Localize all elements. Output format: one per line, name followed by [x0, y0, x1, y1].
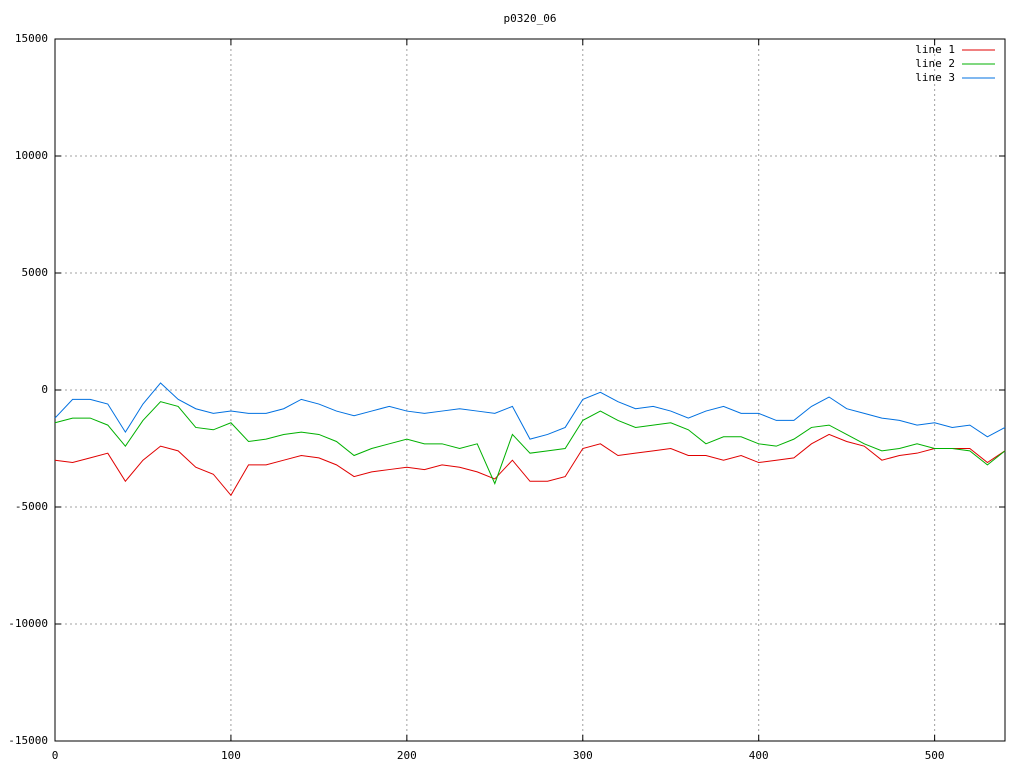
x-tick-label: 100 — [221, 749, 241, 762]
y-tick-label: -15000 — [8, 734, 48, 747]
legend-label: line 1 — [915, 43, 955, 56]
x-tick-label: 500 — [925, 749, 945, 762]
plot-border — [54, 38, 1006, 742]
x-tick-label: 300 — [573, 749, 593, 762]
y-tick-label: -10000 — [8, 617, 48, 630]
data-line — [54, 401, 1006, 485]
y-tick-label: 10000 — [15, 149, 48, 162]
legend-label: line 2 — [915, 57, 955, 70]
chart-title: p0320_06 — [504, 12, 557, 25]
x-tick-label: 200 — [397, 749, 417, 762]
y-tick-label: 15000 — [15, 32, 48, 45]
legend-label: line 3 — [915, 71, 955, 84]
data-line — [54, 433, 1006, 497]
y-tick-label: 5000 — [22, 266, 49, 279]
y-tick-label: 0 — [41, 383, 48, 396]
y-tick-label: -5000 — [15, 500, 48, 513]
data-line — [54, 382, 1006, 440]
x-tick-label: 400 — [749, 749, 769, 762]
x-tick-label: 0 — [52, 749, 59, 762]
